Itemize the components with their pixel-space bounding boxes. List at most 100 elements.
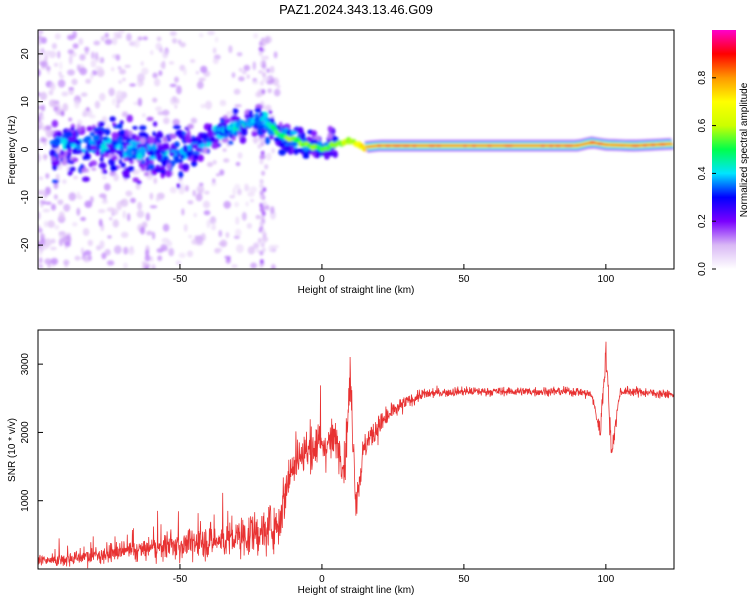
spectrogram-cell — [126, 114, 133, 123]
spectrogram-cell — [113, 174, 119, 182]
spectrogram-cell — [258, 46, 263, 52]
spectrogram-cell — [135, 183, 141, 190]
spectrogram-cell — [262, 187, 267, 193]
spectrogram-cell — [259, 207, 264, 213]
spectrogram-cell — [132, 153, 137, 160]
spectrogram-cell — [47, 220, 55, 228]
spectrogram-cell — [562, 144, 575, 147]
spectrogram-cell — [258, 70, 263, 74]
spectrogram-cell — [236, 52, 243, 57]
spectrogram-cell — [188, 234, 193, 239]
spectrogram-cell — [120, 231, 129, 238]
spectrogram-cell — [264, 136, 271, 145]
spectrogram-cell — [259, 194, 264, 200]
spectrogram-cell — [109, 116, 116, 122]
spectrogram-cell — [160, 244, 168, 251]
spectrogram-cell — [235, 161, 241, 167]
spectrogram-cell — [101, 136, 109, 141]
spectrogram-cell — [222, 148, 227, 152]
spectrogram-cell — [258, 50, 263, 56]
spectrogram-cell — [265, 36, 269, 45]
spectrogram-cell — [259, 220, 264, 226]
spectrogram-cell — [75, 148, 83, 155]
colorbar-ticks: 0.0 0.2 0.4 0.6 0.8 — [697, 70, 716, 276]
spectrogram-cell — [116, 201, 122, 211]
spectrogram-cell — [174, 141, 180, 148]
spectrogram-cell — [233, 88, 241, 95]
spectrogram-cell — [273, 51, 278, 59]
spectrogram-cell — [271, 264, 276, 269]
spectrogram-cell — [123, 157, 129, 162]
spectrogram-cell — [198, 77, 206, 82]
spectrogram-cell — [66, 160, 75, 165]
spectrogram-cell — [56, 131, 62, 138]
spectrogram-cell — [115, 103, 120, 109]
spectrogram-cell — [152, 131, 156, 137]
spectrogram-cell — [108, 87, 115, 97]
spectrogram-cell — [190, 137, 199, 143]
spectrogram-cell — [181, 208, 185, 216]
spectrogram-cell — [90, 72, 94, 80]
spectrogram-cell — [103, 169, 108, 175]
spectrogram-cell — [96, 68, 105, 77]
y-tick-label: 0 — [20, 146, 31, 152]
spectrogram-cell — [68, 87, 75, 91]
spectrogram-cell — [52, 179, 59, 184]
spectrogram-heatmap — [38, 30, 674, 269]
spectrogram-cell — [486, 144, 493, 147]
spectrogram-cell — [174, 76, 179, 83]
spectrogram-cell — [162, 223, 170, 232]
spectrogram-cell — [244, 114, 251, 119]
spectrogram-cell — [144, 255, 151, 262]
spectrogram-cell — [79, 67, 88, 76]
spectrogram-cell — [45, 173, 50, 179]
spectrogram-cell — [193, 212, 197, 218]
spectrogram-cell — [98, 218, 103, 227]
spectrogram-cell — [160, 169, 165, 174]
spectrogram-cell — [43, 154, 47, 161]
spectrogram-cell — [99, 240, 105, 249]
spectrogram-y-label: Frequency (Hz) — [7, 116, 18, 185]
spectrogram-cell — [118, 122, 123, 130]
spectrogram-cell — [212, 221, 216, 230]
spectrogram-cell — [51, 43, 58, 50]
spectrogram-cell — [39, 200, 47, 204]
spectrogram-cell — [95, 66, 103, 71]
spectrogram-cell — [178, 170, 184, 179]
spectrogram-cell — [38, 115, 41, 124]
spectrogram-cell — [211, 142, 219, 150]
spectrogram-cell — [223, 200, 231, 209]
spectrogram-cell — [259, 250, 264, 256]
spectrogram-cell — [101, 199, 109, 204]
spectrogram-cell — [250, 262, 257, 269]
spectrogram-cell — [427, 144, 437, 147]
spectrogram-cell — [219, 101, 227, 107]
spectrogram-cell — [219, 239, 228, 248]
x-tick-label: -50 — [173, 274, 188, 285]
spectrogram-cell — [89, 131, 96, 137]
spectrogram-cell — [183, 67, 187, 76]
spectrogram-cell — [41, 104, 46, 112]
spectrogram-cell — [67, 151, 72, 157]
spectrogram-cell — [120, 162, 126, 168]
spectrogram-cell — [38, 48, 42, 52]
spectrogram-cell — [234, 104, 242, 108]
spectrogram-cell — [232, 187, 236, 196]
spectrogram-cell — [222, 115, 229, 119]
spectrogram-cell — [172, 38, 177, 44]
spectrogram-cell — [40, 237, 46, 246]
spectrogram-cell — [45, 201, 52, 205]
spectrogram-cell — [141, 113, 146, 118]
spectrogram-cell — [55, 173, 60, 180]
spectrogram-cell — [57, 50, 61, 59]
spectrogram-cell — [264, 55, 269, 60]
spectrogram-cell — [67, 137, 75, 141]
spectrogram-cell — [112, 98, 116, 106]
spectrogram-cell — [54, 224, 60, 230]
spectrogram-cell — [38, 142, 41, 147]
spectrogram-cell — [149, 150, 154, 157]
spectrogram-cell — [43, 220, 49, 228]
spectrogram-cell — [167, 162, 171, 170]
spectrogram-cell — [45, 65, 51, 71]
